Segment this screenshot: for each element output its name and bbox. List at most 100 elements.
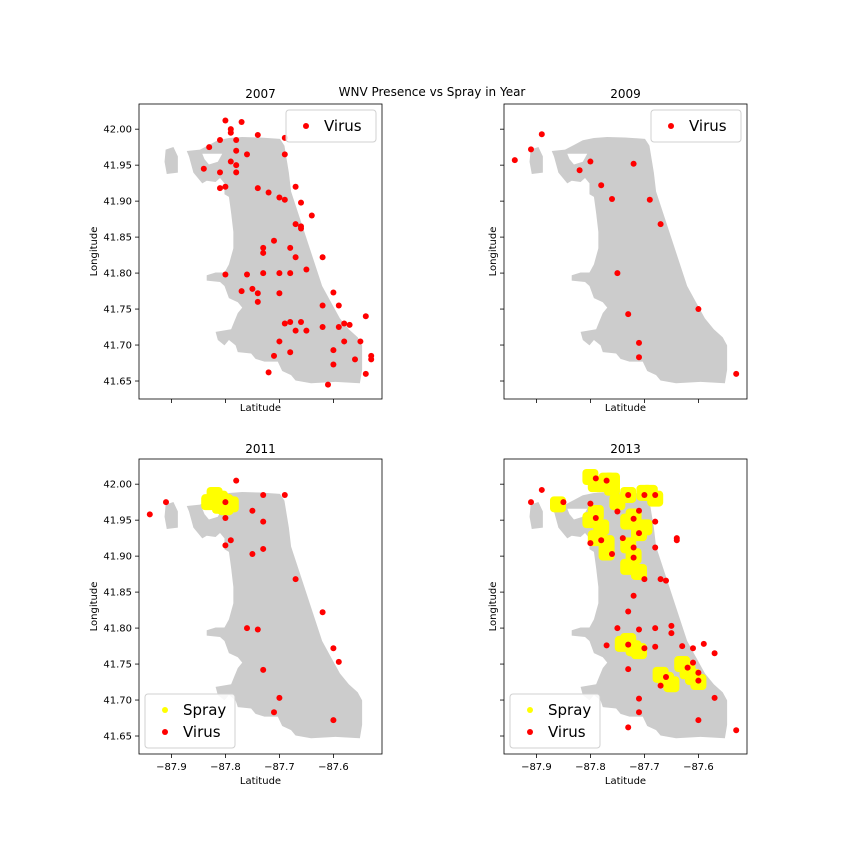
y-axis-label: Longitude [488,227,499,277]
virus-point [690,659,696,666]
virus-point [238,118,245,125]
virus-point [587,540,594,547]
subplot-title: 2011 [245,442,276,456]
virus-point [528,499,534,506]
spray-point [604,479,620,496]
x-tick-label: −87.6 [683,762,714,773]
virus-point [254,290,261,297]
virus-point [700,640,707,647]
y-tick-label: 41.75 [103,660,132,671]
virus-point [646,196,653,203]
y-tick-label: 42.00 [103,125,132,136]
virus-point [227,129,234,136]
axes-frame [503,103,748,400]
virus-point [368,356,375,363]
legend: Spray Virus [509,693,601,749]
virus-point [636,507,642,514]
legend-marker-virus [303,123,309,129]
virus-point [260,244,267,251]
virus-point [641,576,648,583]
virus-point [695,669,702,676]
virus-point [281,196,288,203]
x-tick-label: −87.8 [575,762,606,773]
virus-point [598,182,605,189]
virus-point [335,658,342,665]
virus-point [684,664,691,671]
series-virus [528,475,740,734]
legend-box [509,693,601,749]
spray-point [201,494,218,511]
x-axis-label: Latitude [240,403,281,414]
virus-point [636,709,642,716]
virus-point [673,537,680,544]
subplot-title: 2013 [610,442,641,456]
virus-point [625,608,632,615]
x-tick-label: −87.7 [264,762,295,773]
y-tick-label: 41.80 [103,624,132,635]
y-tick-label: 41.90 [103,197,132,208]
virus-point [298,199,304,206]
virus-point [227,537,234,544]
subplot-title: 2009 [610,87,641,101]
virus-point [587,500,594,507]
virus-point [249,507,256,514]
virus-point [287,244,294,251]
virus-point [244,151,250,158]
virus-point [362,313,369,320]
y-tick-label: 41.70 [103,696,132,707]
virus-point [287,270,294,277]
virus-point [592,475,599,482]
virus-point [657,221,664,228]
virus-point [233,169,240,176]
axes-frame [138,458,383,755]
virus-point [641,645,648,652]
virus-point [528,146,534,153]
x-tick-label: −87.9 [156,762,187,773]
virus-point [319,302,326,309]
virus-point [560,499,567,506]
x-axis-label: Latitude [605,776,646,787]
virus-point [260,545,267,552]
virus-point [319,254,326,261]
virus-point [630,554,637,561]
spray-point [631,563,647,580]
legend: Spray Virus [144,693,236,749]
virus-point [276,694,283,701]
virus-point [260,666,267,673]
virus-point [265,189,272,196]
y-tick-label: 41.80 [103,269,132,280]
virus-point [625,666,632,673]
legend-marker-virus [162,729,168,735]
y-tick-label: 41.85 [103,233,132,244]
spray-point [620,633,637,650]
virus-point [636,354,642,361]
series-virus [146,477,342,724]
y-tick-label: 41.65 [103,732,132,743]
legend-label-virus: Virus [548,723,586,741]
panel-2007: 2007 42.00 41.95 41.90 41.85 41.80 41.75 41.70 4… [89,87,383,414]
legend-box [650,109,742,143]
virus-point [233,477,240,484]
virus-point [657,576,664,583]
virus-point [249,285,256,292]
x-axis-label: Latitude [240,776,281,787]
y-tick-label: 41.95 [103,161,132,172]
virus-point [233,162,240,169]
x-axis-label: Latitude [605,403,646,414]
virus-point [357,338,364,345]
x-tick-label: −87.9 [521,762,552,773]
virus-point [733,370,740,377]
virus-point [233,136,240,143]
virus-point [733,727,740,734]
y-axis-label: Longitude [89,582,100,632]
series-virus [200,117,375,388]
virus-point [244,271,250,278]
virus-point [292,576,299,583]
city-land-shape [529,136,728,384]
virus-point [260,249,267,256]
spray-point [609,494,626,511]
virus-point [330,347,337,354]
virus-point [711,694,718,701]
virus-point [319,609,326,616]
virus-point [287,349,294,356]
